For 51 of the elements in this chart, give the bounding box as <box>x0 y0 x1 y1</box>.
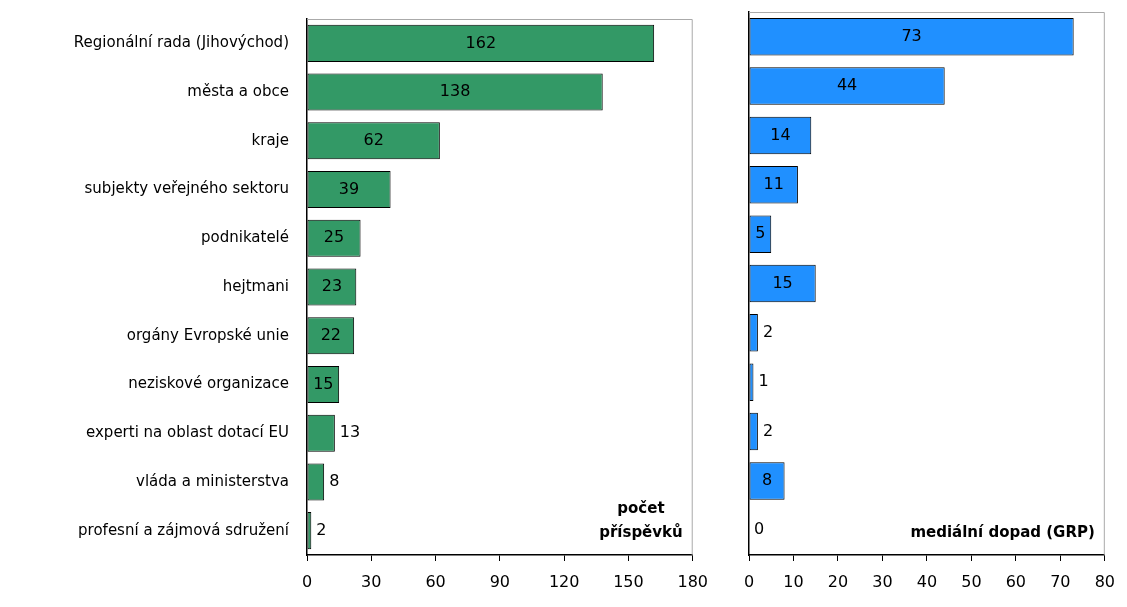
y-tick-label: Regionální rada (Jihovýchod) <box>73 33 289 52</box>
x-tick-label: 20 <box>827 571 849 591</box>
data-label: 15 <box>772 272 793 292</box>
y-tick-label: města a obce <box>187 81 289 100</box>
data-label: 73 <box>901 25 922 45</box>
annotation: mediální dopad (GRP) <box>910 522 1095 541</box>
x-tick-label: 120 <box>548 571 580 591</box>
x-tick-label: 70 <box>1050 571 1071 591</box>
data-label: 1 <box>758 371 769 391</box>
x-tick-label: 90 <box>489 571 511 591</box>
data-label: 22 <box>320 324 341 344</box>
x-tick-label: 30 <box>872 571 893 591</box>
data-label: 44 <box>836 75 858 95</box>
data-label: 39 <box>338 178 360 198</box>
x-tick-label: 150 <box>613 571 644 591</box>
x-tick-label: 40 <box>916 571 938 591</box>
y-tick-label: profesní a zájmová sdružení <box>78 520 290 539</box>
data-label: 0 <box>754 519 765 539</box>
data-label: 11 <box>763 173 784 193</box>
x-tick-label: 180 <box>677 571 708 591</box>
x-tick-label: 60 <box>425 571 446 591</box>
data-label: 2 <box>316 519 327 539</box>
x-tick-label: 0 <box>301 571 313 591</box>
y-tick-label: orgány Evropské unie <box>126 325 289 344</box>
y-tick-label: experti na oblast dotací EU <box>86 423 289 442</box>
x-tick-label: 0 <box>743 571 755 591</box>
y-tick-label: kraje <box>251 130 289 149</box>
x-tick-label: 60 <box>1005 571 1027 591</box>
x-tick-label: 10 <box>783 571 804 591</box>
x-tick-label: 30 <box>361 571 382 591</box>
data-label: 62 <box>363 129 384 149</box>
data-label: 14 <box>770 124 791 144</box>
data-label: 8 <box>329 471 340 491</box>
y-tick-label: subjekty veřejného sektoru <box>84 179 289 198</box>
y-tick-label: podnikatelé <box>200 228 289 247</box>
data-label: 5 <box>755 223 766 243</box>
data-label: 13 <box>339 422 361 442</box>
data-label: 25 <box>323 227 345 247</box>
data-label: 162 <box>465 32 497 52</box>
data-label: 2 <box>762 322 774 342</box>
data-label: 8 <box>761 470 773 490</box>
data-label: 15 <box>313 373 334 393</box>
data-label: 2 <box>762 420 774 440</box>
x-tick-label: 80 <box>1094 571 1115 591</box>
y-tick-label: neziskové organizace <box>128 374 289 393</box>
x-tick-label: 50 <box>961 571 982 591</box>
data-label: 23 <box>321 276 343 296</box>
y-tick-label: vláda a ministerstva <box>136 471 289 490</box>
annotation: počet příspěvků <box>599 498 683 541</box>
data-label: 138 <box>439 81 471 101</box>
y-tick-label: hejtmani <box>222 276 289 295</box>
